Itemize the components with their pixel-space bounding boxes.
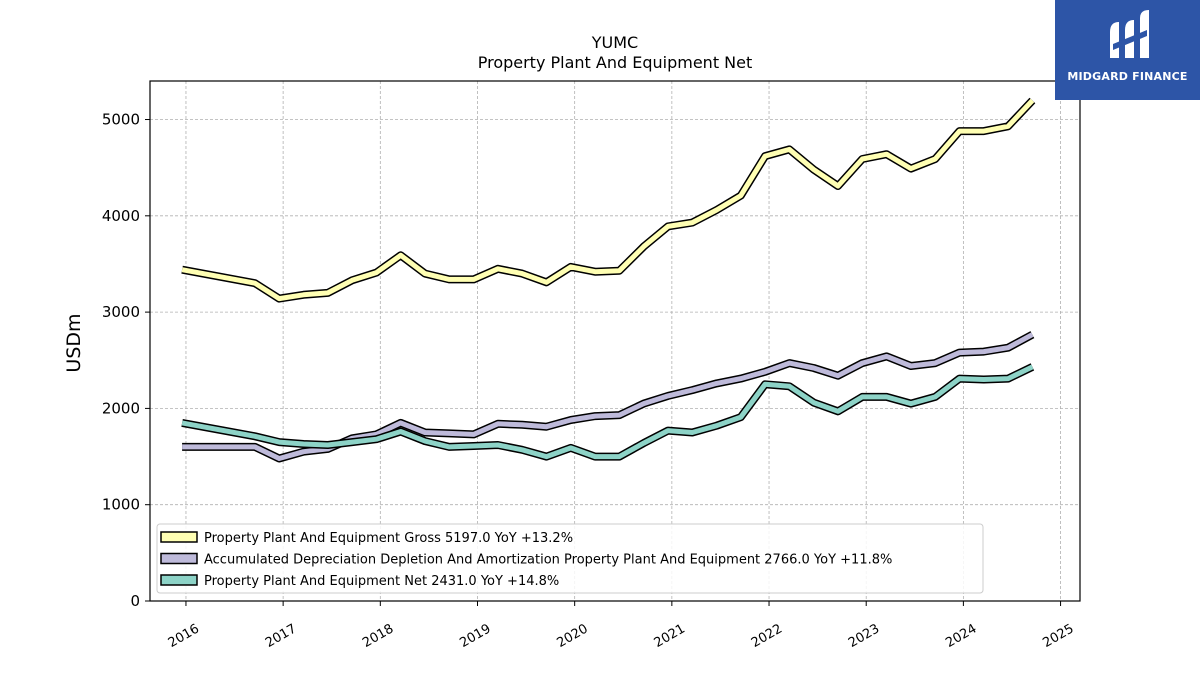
y-tick-label: 2000 bbox=[102, 399, 140, 417]
brand-logo: MIDGARD FINANCE bbox=[1055, 0, 1200, 100]
legend-label: Accumulated Depreciation Depletion And A… bbox=[204, 553, 892, 568]
x-tick-label: 2018 bbox=[360, 621, 396, 651]
x-tick-label: 2025 bbox=[1040, 621, 1076, 651]
y-tick-label: 1000 bbox=[102, 496, 140, 514]
y-tick-label: 3000 bbox=[102, 303, 140, 321]
series-layer bbox=[181, 97, 1036, 463]
legend-label: Property Plant And Equipment Net 2431.0 … bbox=[204, 574, 559, 589]
brand-name: MIDGARD FINANCE bbox=[1067, 70, 1188, 83]
x-tick-label: 2017 bbox=[263, 621, 299, 651]
legend-label: Property Plant And Equipment Gross 5197.… bbox=[204, 531, 573, 546]
legend: Property Plant And Equipment Gross 5197.… bbox=[156, 523, 984, 594]
series-outline bbox=[182, 331, 1035, 463]
x-tick-label: 2023 bbox=[846, 621, 882, 651]
x-tick-label: 2020 bbox=[555, 621, 591, 651]
series-line bbox=[181, 364, 1034, 460]
y-tick-label: 0 bbox=[130, 592, 140, 610]
y-axis-label: USDm bbox=[63, 313, 85, 372]
plot-frame bbox=[149, 80, 1081, 602]
chart-title: YUMC bbox=[591, 33, 638, 52]
brand-mark-icon bbox=[1110, 10, 1149, 58]
x-tick-label: 2019 bbox=[457, 621, 493, 651]
legend-swatch bbox=[160, 574, 198, 586]
y-tick-label: 5000 bbox=[102, 111, 140, 129]
grid bbox=[150, 81, 1080, 601]
y-axis: 0 1000 2000 3000 4000 5000 bbox=[102, 111, 150, 610]
x-tick-label: 2024 bbox=[943, 621, 979, 651]
y-tick-label: 4000 bbox=[102, 207, 140, 225]
legend-swatch bbox=[160, 552, 198, 565]
series-line bbox=[181, 98, 1035, 302]
legend-box bbox=[156, 523, 984, 594]
x-tick-label: 2021 bbox=[652, 621, 688, 651]
series-line bbox=[182, 332, 1034, 461]
legend-swatch bbox=[160, 531, 198, 543]
x-tick-label: 2022 bbox=[749, 621, 785, 651]
x-axis: 2016 2017 2018 2019 2020 2021 2022 2023 2024 2025 bbox=[166, 601, 1077, 651]
x-tick-label: 2016 bbox=[166, 621, 202, 651]
chart-subtitle: Property Plant And Equipment Net bbox=[478, 53, 753, 72]
